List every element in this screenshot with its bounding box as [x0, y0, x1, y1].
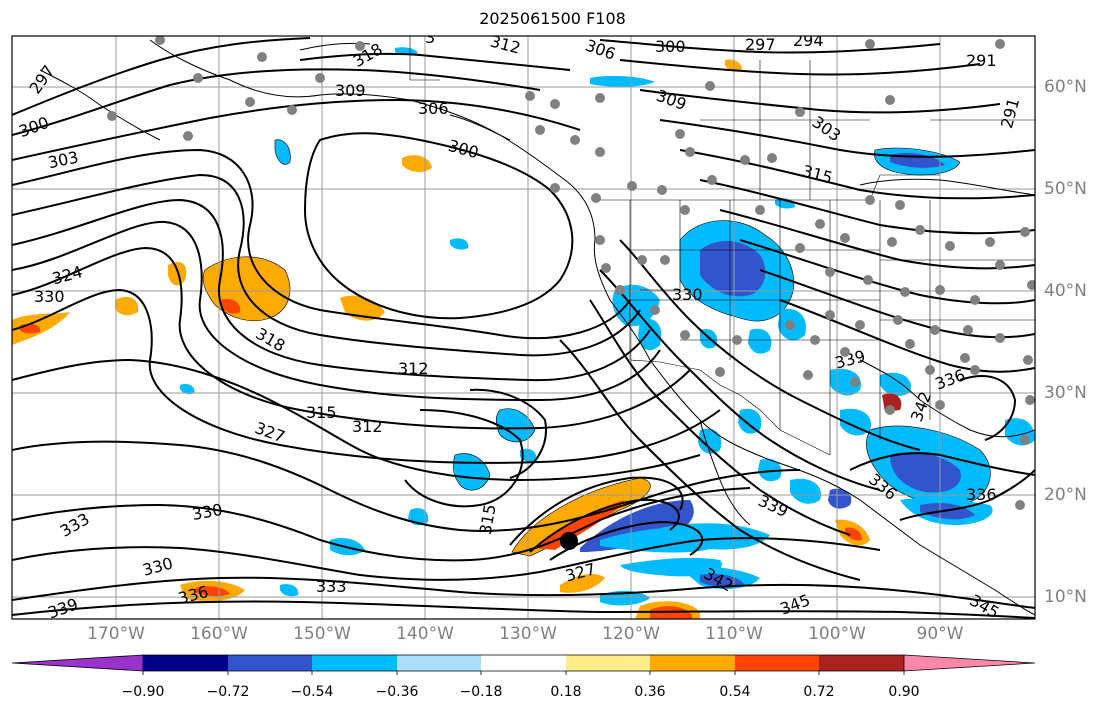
colorbar-segment: [819, 655, 904, 671]
map-frame: [11, 35, 1036, 620]
latitude-label: 20°N: [1044, 485, 1087, 505]
colorbar-tick-label: −0.54: [290, 684, 334, 700]
contour-label: 333: [316, 577, 347, 596]
longitude-label: 100°W: [808, 624, 866, 644]
colorbar: [11, 654, 1036, 675]
colorbar-tick-label: −0.72: [206, 684, 250, 700]
colorbar-segment: [566, 655, 650, 671]
colorbar-segment: [650, 655, 735, 671]
longitude-label: 110°W: [705, 624, 763, 644]
colorbar-segment: [397, 655, 481, 671]
colorbar-segment: [481, 655, 566, 671]
contour-label: 330: [672, 285, 703, 304]
colorbar-tick-label: 0.54: [719, 684, 751, 700]
contour-label: 315: [306, 403, 337, 422]
colorbar-tick-label: −0.36: [375, 684, 419, 700]
longitude-label: 140°W: [396, 624, 454, 644]
political-borders: [409, 36, 1035, 456]
latitude-label: 30°N: [1044, 383, 1087, 403]
longitude-label: 130°W: [499, 624, 557, 644]
latitude-label: 60°N: [1044, 77, 1087, 97]
latitude-label: 50°N: [1044, 179, 1087, 199]
contour-label: 306: [418, 99, 449, 118]
latitude-label: 10°N: [1044, 587, 1087, 607]
longitude-label: 90°W: [916, 624, 964, 644]
colorbar-tick-label: 0.72: [803, 684, 835, 700]
colorbar-tick-label: −0.90: [121, 684, 165, 700]
colorbar-segment: [11, 654, 144, 672]
contour-label: 330: [34, 287, 65, 306]
colorbar-tick-label: 0.18: [550, 684, 582, 700]
colorbar-segment: [735, 655, 819, 671]
contour-label: 336: [966, 485, 997, 504]
contour-label: 312: [398, 359, 429, 378]
map-title: 2025061500 F108: [479, 9, 626, 28]
colorbar-segment: [312, 655, 397, 671]
station-dots: [107, 36, 1035, 510]
longitude-label: 150°W: [293, 624, 351, 644]
longitude-label: 170°W: [87, 624, 145, 644]
contour-label: 309: [335, 81, 366, 100]
colorbar-segment: [903, 654, 1036, 672]
contour-label: 297: [745, 35, 776, 54]
colorbar-tick-label: −0.18: [459, 684, 503, 700]
colorbar-tick-label: 0.90: [888, 684, 920, 700]
colorbar-segment: [143, 655, 228, 671]
map-panel: 297 300 303 309 306 312 318 306 300 297 …: [12, 28, 1035, 619]
contour-label: 294: [793, 31, 824, 50]
contour-label: 291: [966, 51, 997, 70]
colorbar-segment: [228, 655, 312, 671]
longitude-label: 120°W: [602, 624, 660, 644]
shaded-anomaly-fields: [12, 47, 1035, 619]
contour-label: 300: [655, 37, 686, 56]
longitude-label: 160°W: [190, 624, 248, 644]
graticule: [12, 36, 1035, 619]
contour-labels: 297 300 303 309 306 312 318 306 300 297 …: [16, 28, 1023, 619]
contour-label: 3: [425, 28, 435, 47]
contour-label: 312: [352, 417, 383, 436]
latitude-label: 40°N: [1044, 281, 1087, 301]
storm-center-marker: [560, 532, 578, 550]
colorbar-tick-label: 0.36: [634, 684, 666, 700]
